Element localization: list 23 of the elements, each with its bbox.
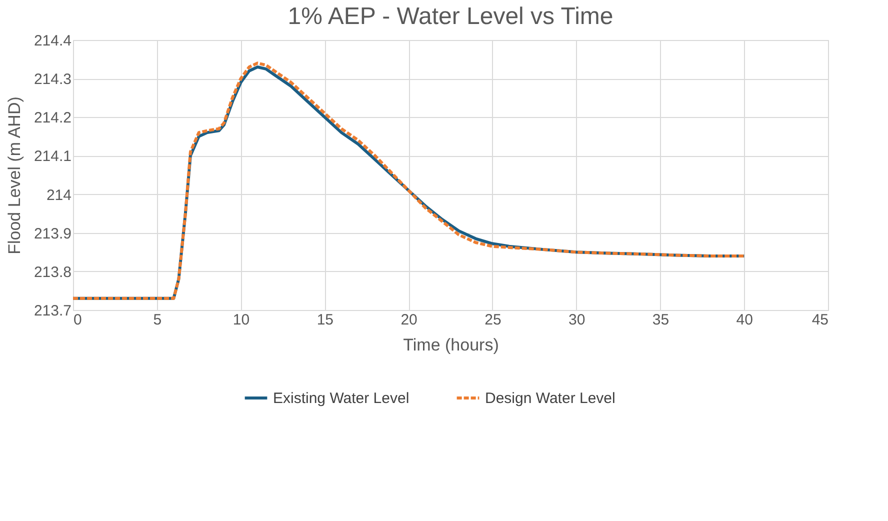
y-tick-label: 214 xyxy=(46,186,72,204)
y-tick-label: 213.7 xyxy=(34,302,72,320)
x-tick-label: 35 xyxy=(652,312,670,328)
x-tick-label: 30 xyxy=(568,312,586,328)
y-tick-label: 213.8 xyxy=(34,264,72,281)
x-tick-label: 10 xyxy=(232,312,250,328)
x-tick-label: 25 xyxy=(484,312,502,328)
y-tick-label: 214.1 xyxy=(34,148,72,166)
x-tick-label: 15 xyxy=(316,312,334,328)
x-axis-title: Time (hours) xyxy=(403,336,499,354)
x-tick-label: 20 xyxy=(400,312,418,328)
chart-title: 1% AEP - Water Level vs Time xyxy=(288,3,614,30)
legend-label: Design Water Level xyxy=(485,390,616,407)
y-tick-label: 214.2 xyxy=(34,110,72,127)
x-tick-label: 0 xyxy=(74,312,82,328)
y-tick-label: 213.9 xyxy=(34,225,72,242)
x-tick-label: 40 xyxy=(736,312,753,328)
y-axis-title: Flood Level (m AHD) xyxy=(4,96,24,254)
y-tick-label: 214.3 xyxy=(34,71,72,88)
y-tick-label: 214.4 xyxy=(34,32,72,50)
legend-label: Existing Water Level xyxy=(273,390,410,407)
x-tick-label: 45 xyxy=(812,312,828,328)
x-tick-label: 5 xyxy=(153,312,162,328)
